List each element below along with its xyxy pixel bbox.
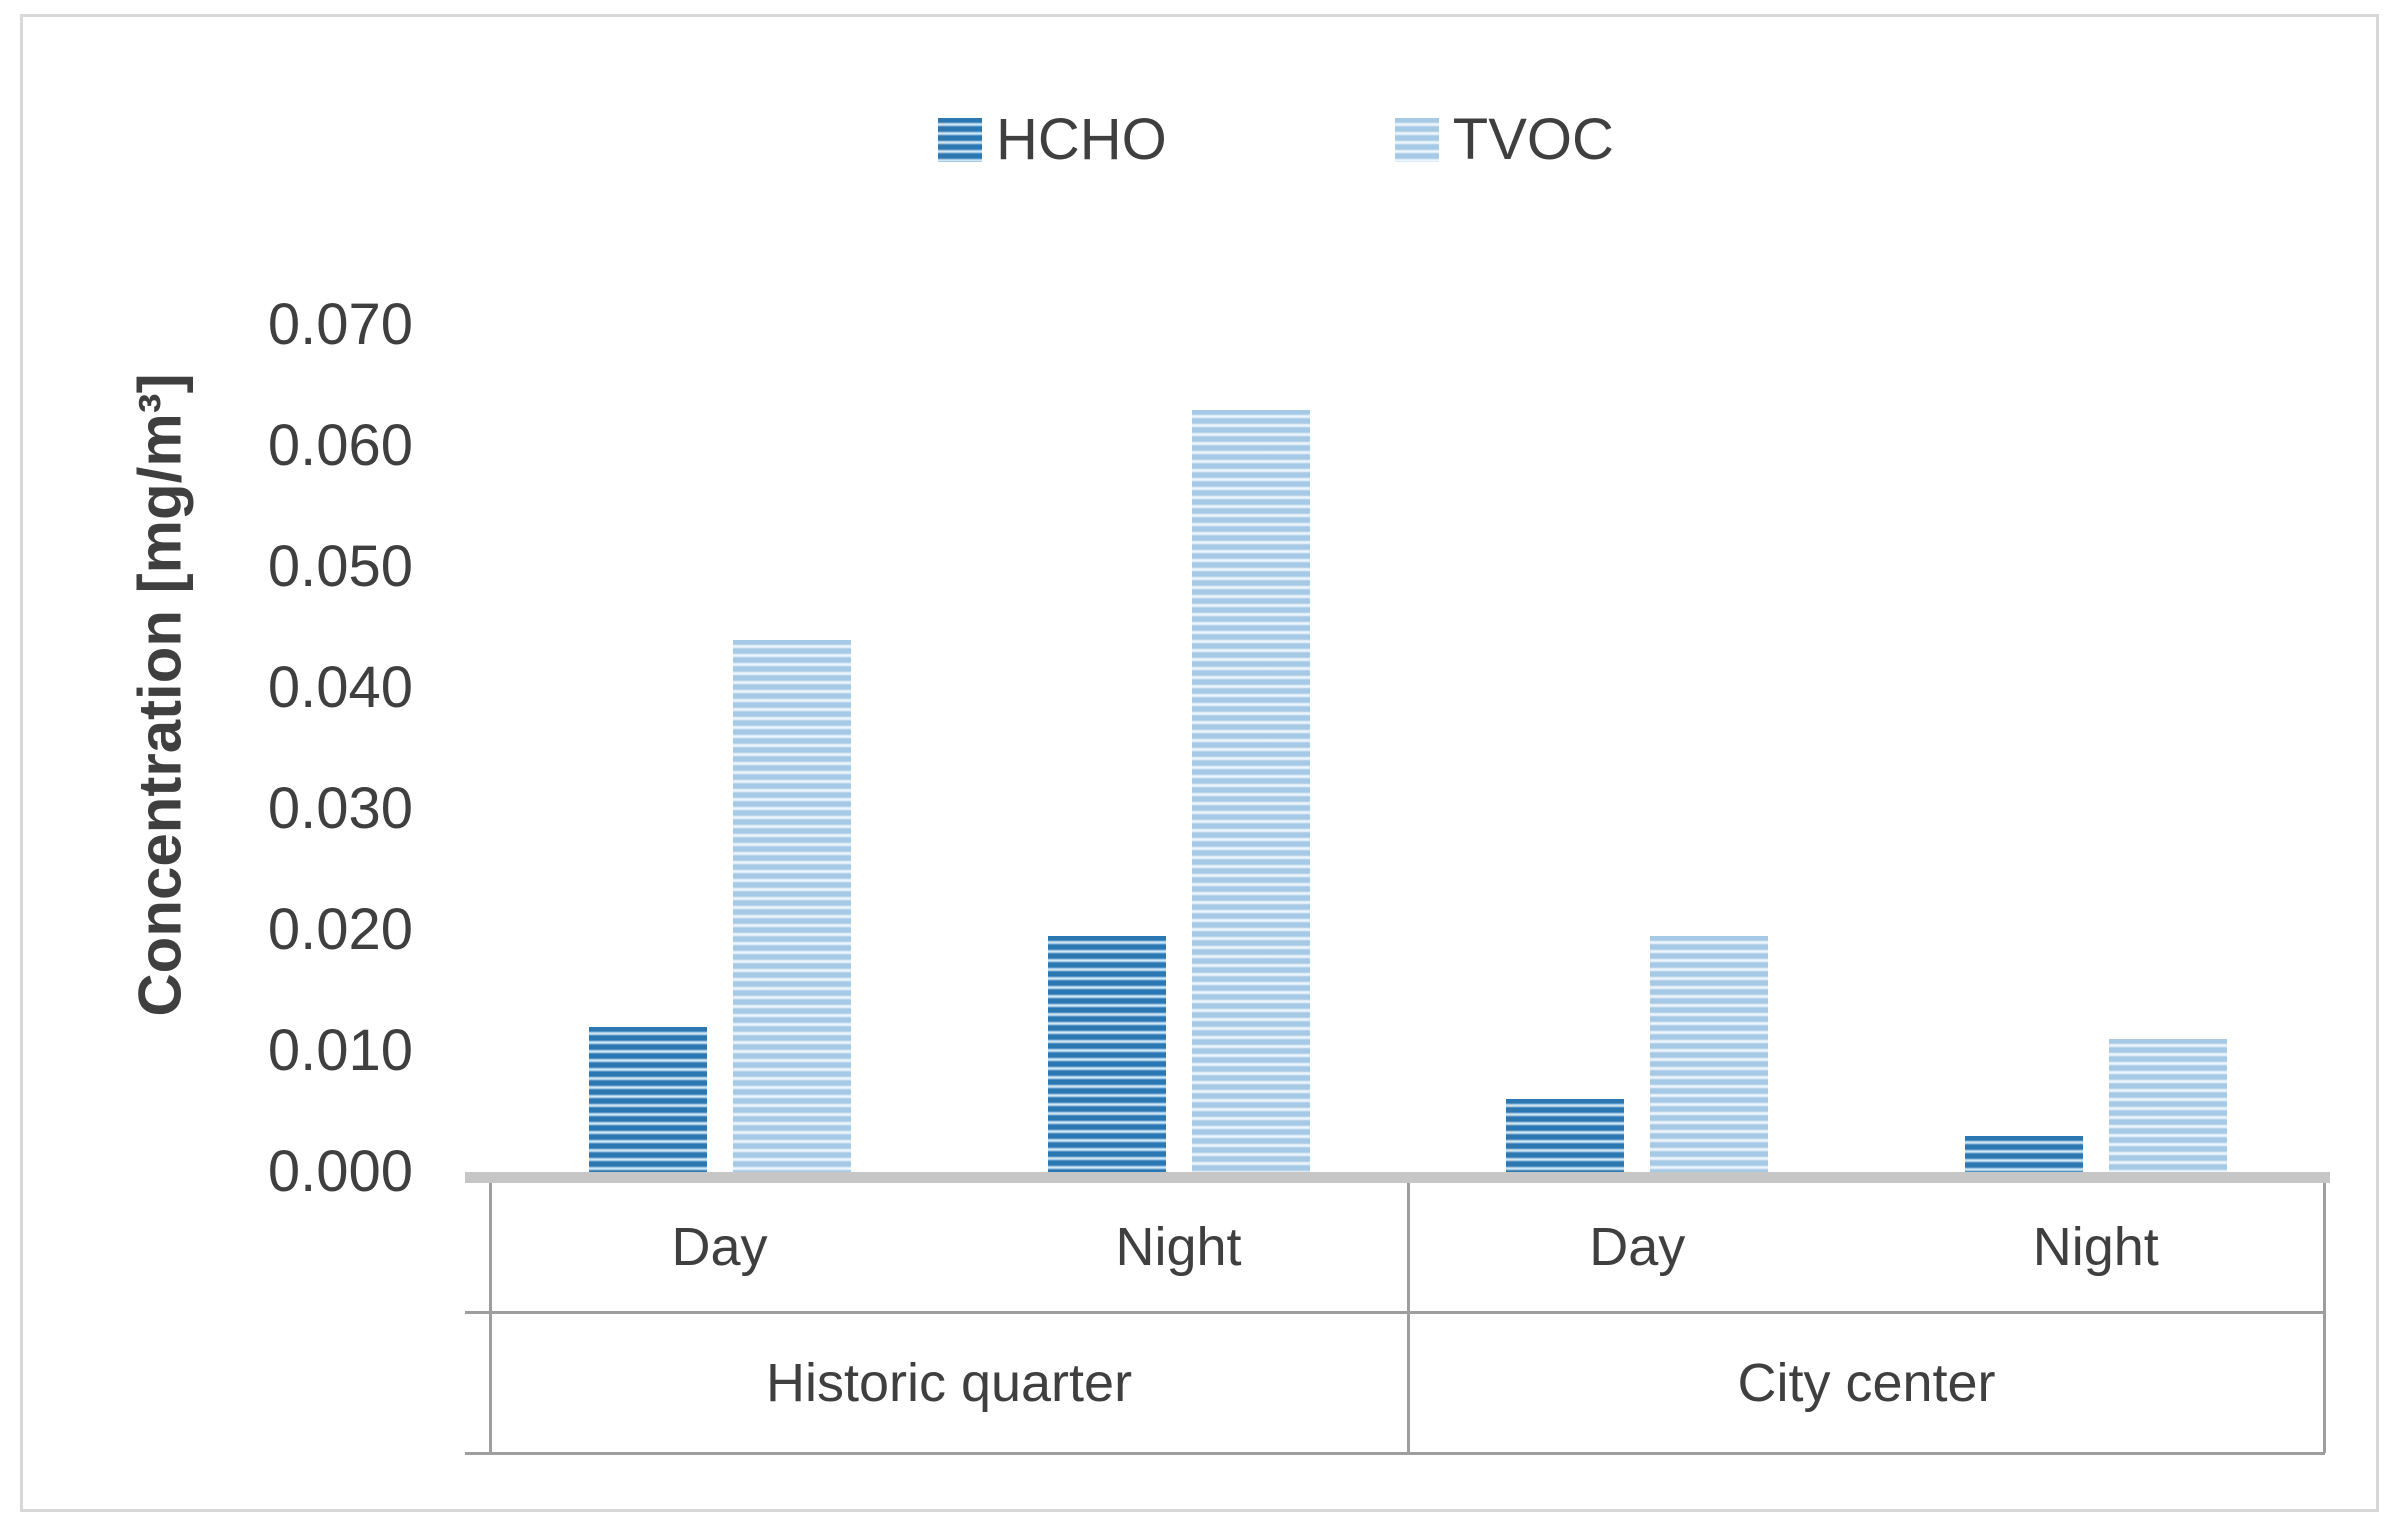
y-tick-label-0.040: 0.040 (267, 655, 413, 720)
category-table-bottom-border (465, 1452, 2325, 1455)
legend-label-hcho: HCHO (996, 107, 1167, 172)
category-label-city-center-day: Day (1589, 1217, 1686, 1277)
legend-item-tvoc: TVOC (1394, 107, 1614, 172)
bar-tvoc-city-center-night (2108, 1038, 2227, 1172)
y-tick-label-0.060: 0.060 (267, 413, 413, 478)
legend-item-hcho: HCHO (938, 107, 1167, 172)
y-tick-label-0.000: 0.000 (267, 1139, 413, 1204)
y-tick-label-0.070: 0.070 (267, 292, 413, 357)
legend-swatch-hcho (938, 118, 982, 162)
legend-swatch-tvoc (1394, 118, 1439, 162)
group-label-city-center: City center (1737, 1353, 1996, 1413)
y-tick-label-0.020: 0.020 (267, 897, 413, 962)
bar-tvoc-city-center-day (1650, 936, 1769, 1172)
bar-hcho-historic-quarter-night (1047, 936, 1166, 1172)
category-table-group-divider (1407, 1183, 1410, 1453)
category-label-historic-quarter-night: Night (1115, 1217, 1242, 1277)
chart-legend: HCHO TVOC (938, 107, 1614, 172)
bar-hcho-city-center-night (1964, 1135, 2083, 1172)
category-table-right-border (2323, 1183, 2326, 1453)
bar-hcho-historic-quarter-day (588, 1026, 707, 1172)
bar-tvoc-historic-quarter-day (732, 639, 851, 1172)
category-label-historic-quarter-day: Day (671, 1217, 768, 1277)
group-label-historic-quarter: Historic quarter (765, 1353, 1133, 1413)
y-tick-label-0.030: 0.030 (267, 776, 413, 841)
x-axis-baseline (465, 1172, 2330, 1183)
bar-hcho-city-center-day (1506, 1099, 1625, 1172)
category-label-city-center-night: Night (2032, 1217, 2159, 1277)
figure-border (20, 14, 2379, 1512)
category-table-row-divider (465, 1311, 2325, 1314)
y-tick-label-0.050: 0.050 (267, 534, 413, 599)
legend-label-tvoc: TVOC (1452, 107, 1614, 172)
y-tick-label-0.010: 0.010 (267, 1018, 413, 1083)
category-table-left-border (489, 1183, 492, 1453)
bar-tvoc-historic-quarter-night (1191, 409, 1310, 1172)
